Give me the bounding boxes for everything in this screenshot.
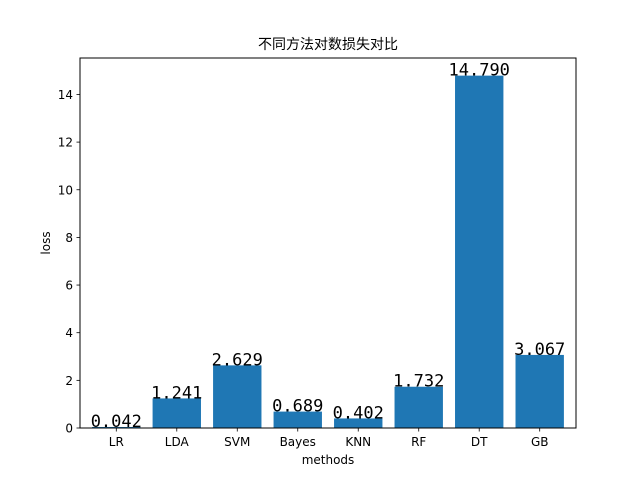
y-tick-label: 6 xyxy=(65,279,73,293)
x-tick-label: RF xyxy=(411,435,426,449)
y-tick-label: 10 xyxy=(58,183,73,197)
x-axis-label: methods xyxy=(302,453,355,467)
bar-value-label: 1.732 xyxy=(393,372,444,392)
bar-rf xyxy=(394,386,443,428)
plot-frame xyxy=(79,57,577,429)
x-tick-label: KNN xyxy=(345,435,371,449)
bar-lr xyxy=(92,426,141,428)
y-tick-label: 12 xyxy=(58,136,73,150)
y-tick-label: 2 xyxy=(65,374,73,388)
x-tick-label: LR xyxy=(109,435,124,449)
x-tick-label: LDA xyxy=(165,435,190,449)
y-tick-label: 14 xyxy=(58,88,73,102)
x-tick-label: DT xyxy=(471,435,488,449)
x-tick-label: Bayes xyxy=(280,435,316,449)
bar-svm xyxy=(213,365,262,428)
bar-value-label: 2.629 xyxy=(212,350,263,370)
bar-value-label: 0.042 xyxy=(91,412,142,432)
bar-dt xyxy=(455,75,504,428)
bar-bayes xyxy=(273,411,322,428)
y-axis: 0 2 4 6 8 10 12 14 xyxy=(58,88,80,436)
x-tick-label: SVM xyxy=(224,435,250,449)
bar-lda xyxy=(152,398,201,428)
bar-knn xyxy=(334,418,383,428)
y-tick-label: 4 xyxy=(65,326,73,340)
bar-value-label: 0.689 xyxy=(272,397,323,417)
bar-value-label: 3.067 xyxy=(514,340,565,360)
bar-value-label: 0.402 xyxy=(333,403,384,423)
plot-area: 0.042 1.241 2.629 0.689 0.402 1.732 14.790 3.06… xyxy=(91,61,566,432)
chart-title: 不同方法对数损失对比 xyxy=(258,37,398,53)
y-tick-label: 8 xyxy=(65,231,73,245)
bar-value-label: 1.241 xyxy=(151,383,202,403)
x-axis: LR LDA SVM Bayes KNN RF DT GB xyxy=(109,428,549,449)
bar-value-label: 14.790 xyxy=(449,61,510,81)
y-axis-label: loss xyxy=(39,231,53,254)
bar-gb xyxy=(515,354,564,428)
x-tick-label: GB xyxy=(531,435,549,449)
y-tick-label: 0 xyxy=(65,422,73,436)
